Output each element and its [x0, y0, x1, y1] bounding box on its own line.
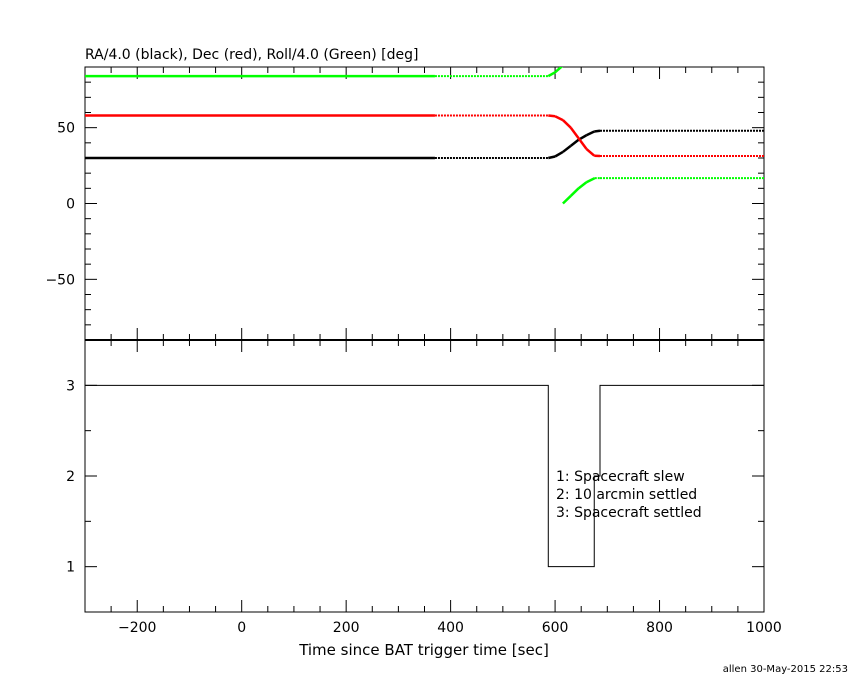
series-line: [586, 178, 594, 182]
x-tick-label: 800: [646, 620, 673, 636]
x-tick-label: 1000: [746, 620, 782, 636]
y-tick-label: 3: [66, 378, 75, 394]
x-tick-label: 200: [333, 620, 360, 636]
series-line: [563, 120, 571, 128]
top-panel: −50 0 50: [45, 65, 764, 340]
series-line: [586, 131, 594, 135]
x-axis-label: Time since BAT trigger time [sec]: [298, 641, 549, 659]
series-line: [563, 196, 571, 204]
y-tick-label: 1: [66, 560, 75, 576]
legend-line-2: 2: 10 arcmin settled: [556, 487, 697, 503]
y-tick-label: 0: [66, 197, 75, 213]
series-line: [579, 182, 587, 188]
series-line: [594, 131, 600, 132]
legend-line-1: 1: Spacecraft slew: [556, 469, 685, 485]
footer-credit: allen 30-May-2015 22:53: [723, 664, 848, 675]
series-line: [571, 188, 579, 196]
series-line: [571, 128, 579, 139]
y-tick-label: −50: [45, 272, 75, 288]
top-title: RA/4.0 (black), Dec (red), Roll/4.0 (Gre…: [85, 47, 418, 63]
x-tick-label: 0: [237, 620, 246, 636]
y-tick-label: 2: [66, 469, 75, 485]
series-line: [579, 138, 587, 149]
series-line: [555, 116, 563, 120]
x-tick-label: 600: [542, 620, 569, 636]
series-line: [555, 152, 563, 157]
y-tick-label: 50: [57, 121, 75, 137]
x-tick-label: −200: [118, 620, 156, 636]
x-tick-label: 400: [437, 620, 464, 636]
series-line: [586, 149, 594, 156]
series-line: [571, 140, 579, 146]
series-line: [548, 156, 555, 158]
legend-line-3: 3: Spacecraft settled: [556, 505, 702, 521]
series-line: [548, 72, 555, 76]
series-line: [548, 116, 555, 117]
plot-frame: [85, 67, 764, 340]
series-line: [563, 146, 571, 152]
